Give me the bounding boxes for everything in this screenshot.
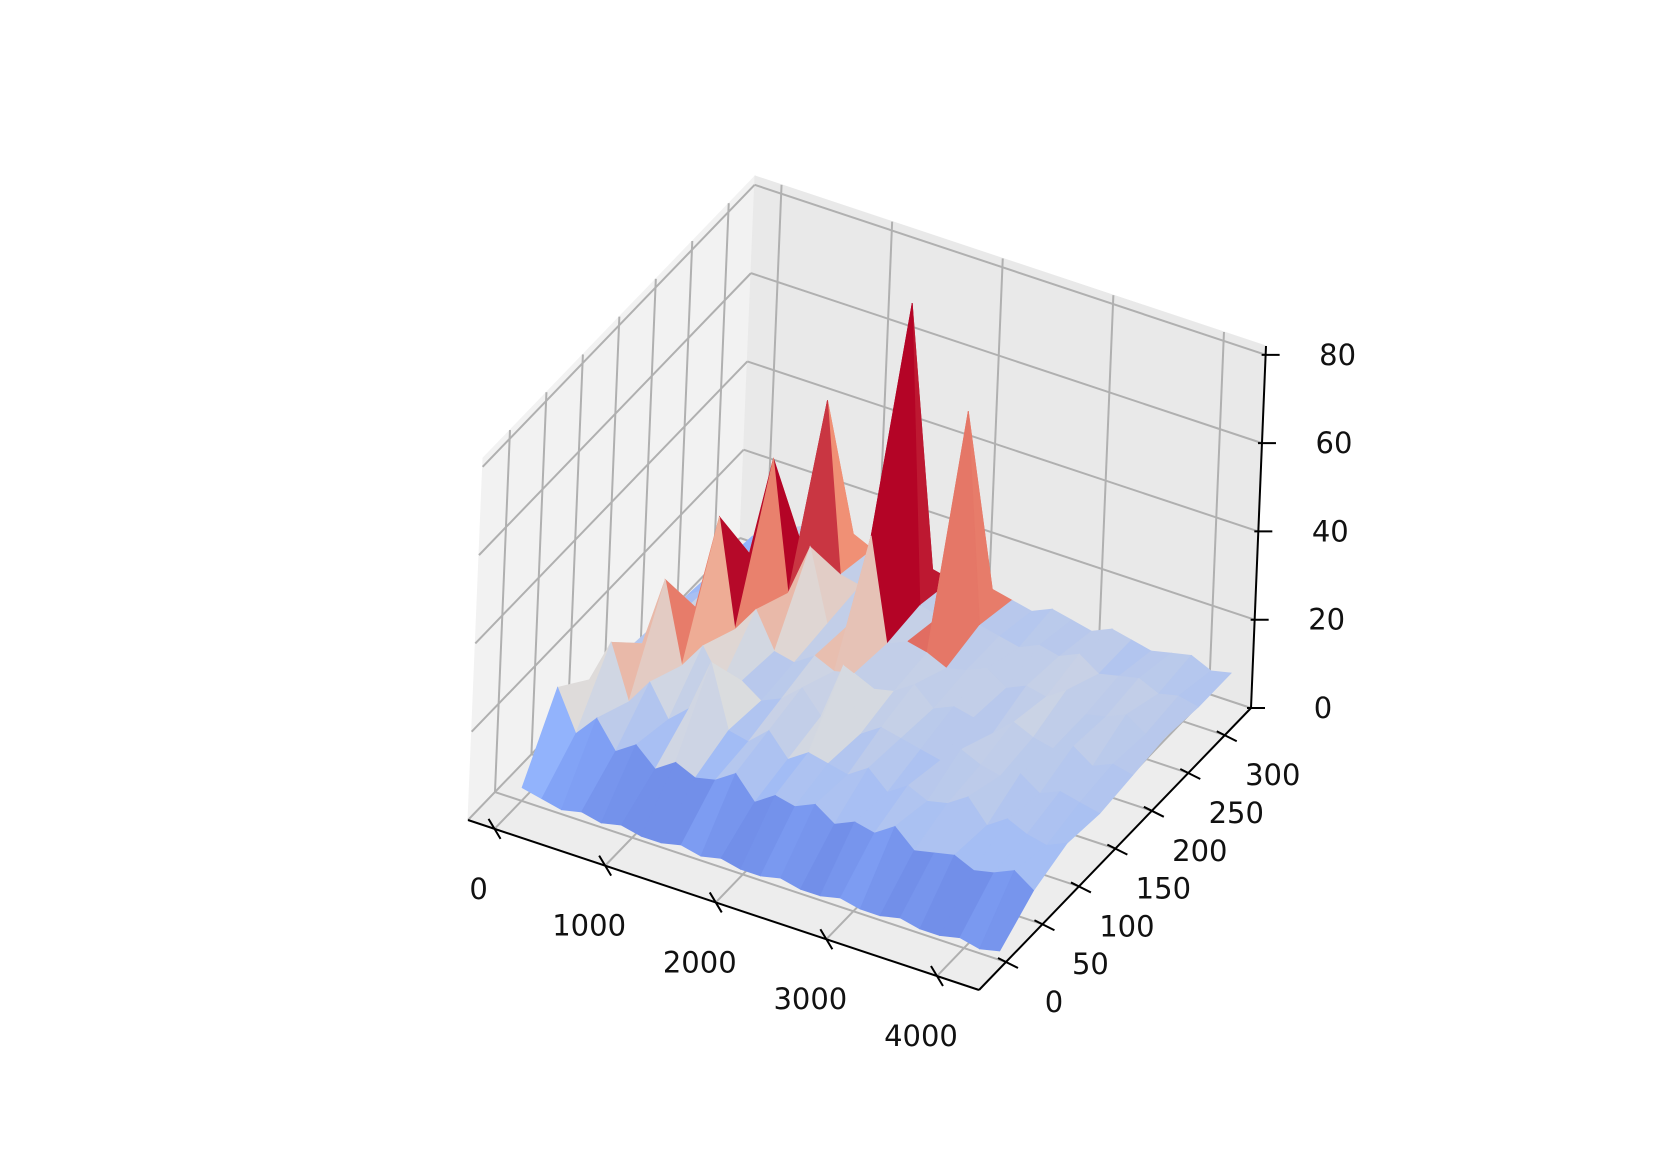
z-tick-label: 60: [1316, 426, 1353, 460]
x-axis: [467, 819, 980, 991]
grid-line: [493, 429, 511, 793]
x-tick-label: 0: [469, 872, 487, 906]
x-tick-label: 1000: [552, 909, 626, 943]
grid-line: [470, 449, 745, 733]
grid-line: [712, 203, 730, 566]
y-tick: [1179, 768, 1201, 780]
z-axis: [1250, 345, 1267, 709]
grid-line: [986, 258, 1004, 621]
x-tick: [598, 855, 613, 877]
z-tick-label: 0: [1314, 691, 1332, 725]
y-tick-label: 100: [1099, 909, 1154, 943]
y-tick-label: 200: [1172, 834, 1227, 868]
y-tick-label: 150: [1136, 872, 1191, 906]
x-tick: [819, 928, 834, 950]
grid-line: [566, 354, 584, 717]
y-tick: [1033, 919, 1055, 932]
surface: [521, 303, 1232, 952]
grid-line: [676, 240, 694, 604]
grid-line: [478, 272, 752, 556]
x-tick: [930, 965, 944, 987]
y-tick: [997, 957, 1019, 969]
y-tick: [1143, 805, 1165, 818]
x-tick-label: 3000: [773, 982, 847, 1016]
surface-face: [979, 869, 1035, 952]
y-tick: [1106, 843, 1128, 856]
y-tick: [1070, 881, 1092, 894]
grid-line: [639, 278, 657, 641]
grid-line: [474, 360, 749, 645]
x-tick-label: 2000: [663, 945, 737, 979]
y-tick-label: 50: [1072, 947, 1109, 981]
grid-line: [481, 184, 756, 468]
z-tick-label: 80: [1319, 338, 1356, 372]
grid-line: [1097, 295, 1115, 658]
grid-line: [494, 791, 1007, 963]
x-tick: [708, 891, 723, 913]
y-tick-label: 250: [1209, 796, 1264, 830]
x-tick-label: 4000: [884, 1019, 958, 1053]
grid-line: [1207, 331, 1225, 695]
y-tick-label: 0: [1045, 985, 1063, 1019]
z-tick-label: 20: [1308, 603, 1345, 637]
grid-line: [754, 183, 1266, 356]
grid-line: [603, 316, 621, 679]
grid-line: [750, 272, 1263, 445]
x-tick: [487, 818, 502, 840]
grid-line: [747, 360, 1259, 533]
y-tick: [1216, 730, 1238, 743]
grid-line: [530, 392, 548, 755]
y-tick-label: 300: [1245, 758, 1300, 792]
z-tick-label: 40: [1312, 514, 1349, 548]
